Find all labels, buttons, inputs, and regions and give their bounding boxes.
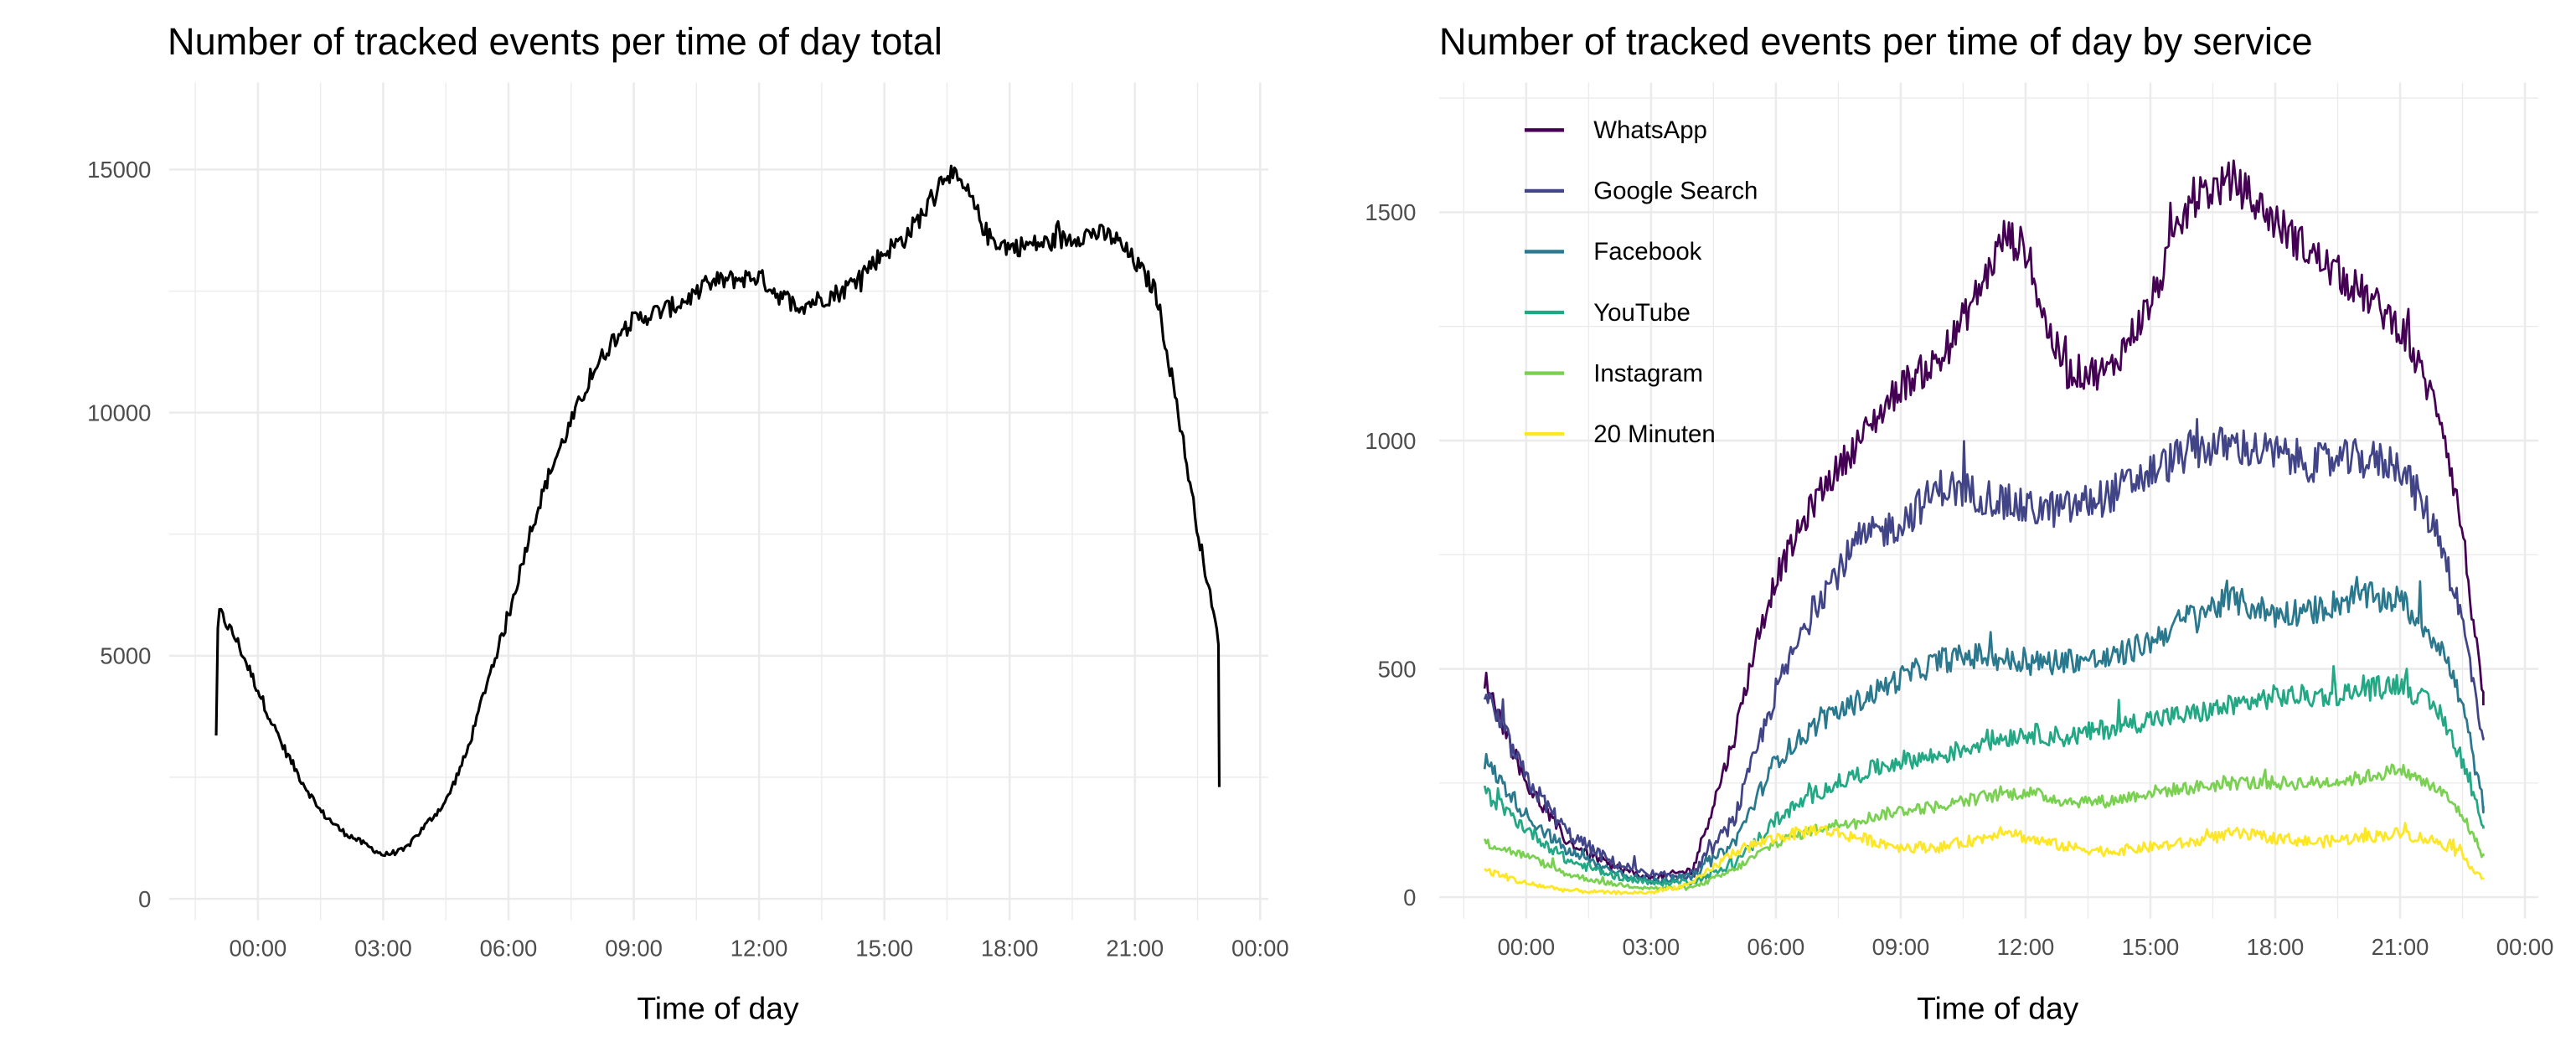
y-tick-label: 5000 xyxy=(100,643,151,669)
lines-by-service xyxy=(1483,159,2485,895)
x-tick-label: 18:00 xyxy=(2247,934,2305,960)
legend-item: Facebook xyxy=(1524,238,1702,266)
y-tick-label: 10000 xyxy=(87,400,151,426)
legend-item: 20 Minuten xyxy=(1524,420,1716,448)
series-line-youtube xyxy=(1483,664,2485,887)
x-tick-label: 09:00 xyxy=(1872,934,1930,960)
x-axis-title-total: Time of day xyxy=(637,990,799,1025)
chart-title-total: Number of tracked events per time of day… xyxy=(168,20,942,63)
y-tick-label: 500 xyxy=(1378,656,1417,682)
x-tick-label: 06:00 xyxy=(1747,934,1805,960)
x-tick-label: 21:00 xyxy=(2372,934,2429,960)
grid-by-service xyxy=(1438,82,2538,919)
lines-total xyxy=(214,164,1221,858)
x-tick-label: 00:00 xyxy=(2496,934,2554,960)
legend-label: Google Search xyxy=(1593,178,1758,205)
panel-total: 00:00 03:00 06:00 09:00 12:00 15:00 18:00 21:00… xyxy=(87,20,1289,1025)
panel-by-service: 00:00 03:00 06:00 09:00 12:00 15:00 18:00 21:00… xyxy=(1365,20,2553,1025)
legend-label: WhatsApp xyxy=(1593,116,1707,144)
x-tick-label: 06:00 xyxy=(480,936,538,962)
x-tick-label: 18:00 xyxy=(981,936,1039,962)
series-line-total xyxy=(214,164,1221,858)
axes-total: 00:00 03:00 06:00 09:00 12:00 15:00 18:00 21:00… xyxy=(87,157,1289,962)
legend-label: Facebook xyxy=(1593,238,1701,266)
y-tick-label: 0 xyxy=(138,886,151,912)
x-tick-label: 15:00 xyxy=(855,936,913,962)
x-tick-label: 00:00 xyxy=(1231,936,1289,962)
x-tick-label: 12:00 xyxy=(1997,934,2055,960)
x-tick-label: 12:00 xyxy=(730,936,788,962)
legend-label: Instagram xyxy=(1593,359,1703,387)
y-tick-label: 15000 xyxy=(87,157,151,183)
grid-total xyxy=(168,82,1268,921)
x-tick-label: 03:00 xyxy=(1623,934,1680,960)
legend-item: WhatsApp xyxy=(1524,116,1707,144)
legend: WhatsApp Google Search Facebook YouTube Inst… xyxy=(1524,116,1758,448)
x-tick-label: 21:00 xyxy=(1106,936,1164,962)
x-tick-label: 00:00 xyxy=(1498,934,1556,960)
series-line-whatsapp xyxy=(1483,159,2485,882)
x-tick-label: 00:00 xyxy=(230,936,287,962)
y-tick-label: 1000 xyxy=(1365,428,1416,454)
legend-item: Google Search xyxy=(1524,178,1758,205)
axes-by-service: 00:00 03:00 06:00 09:00 12:00 15:00 18:00 21:00… xyxy=(1365,199,2553,960)
chart-title-by-service: Number of tracked events per time of day… xyxy=(1439,20,2313,63)
y-tick-label: 0 xyxy=(1403,885,1416,910)
x-tick-label: 09:00 xyxy=(605,936,663,962)
legend-item: YouTube xyxy=(1524,299,1691,327)
x-axis-title-by-service: Time of day xyxy=(1917,990,2079,1025)
series-line-instagram xyxy=(1483,763,2485,891)
x-tick-label: 15:00 xyxy=(2122,934,2180,960)
series-line-google-search xyxy=(1483,418,2485,880)
legend-label: YouTube xyxy=(1593,299,1691,327)
legend-item: Instagram xyxy=(1524,359,1703,387)
legend-label: 20 Minuten xyxy=(1593,420,1716,448)
y-tick-label: 1500 xyxy=(1365,199,1416,225)
x-tick-label: 03:00 xyxy=(354,936,412,962)
series-line-facebook xyxy=(1483,575,2485,885)
series-line-20-minuten xyxy=(1484,822,2485,895)
